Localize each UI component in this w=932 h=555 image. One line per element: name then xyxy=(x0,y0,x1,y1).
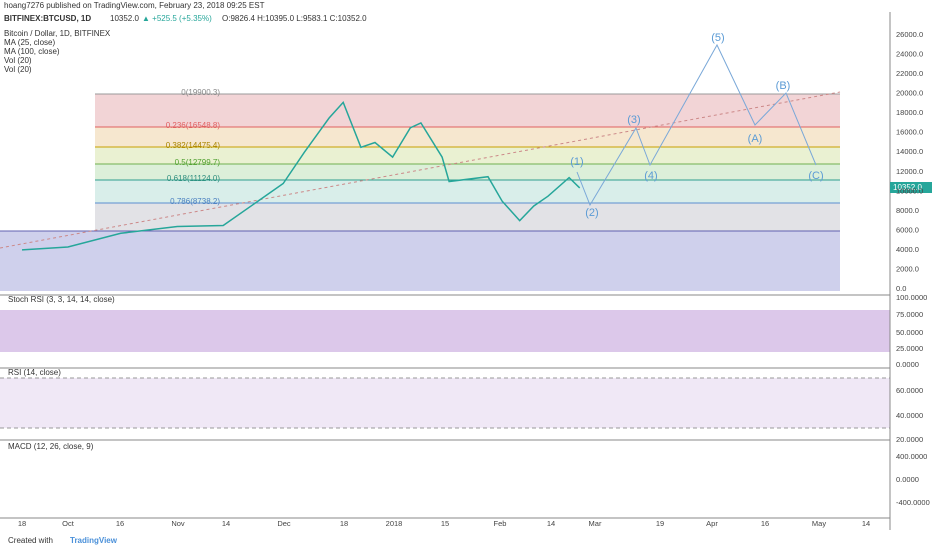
wave-label: (2) xyxy=(585,207,598,219)
price-tick: 18000.0 xyxy=(896,108,923,117)
time-tick: 14 xyxy=(222,519,230,528)
price-tick: 2000.0 xyxy=(896,264,919,273)
wave-path xyxy=(576,43,817,207)
time-tick: Oct xyxy=(62,519,75,528)
wave-label: (B) xyxy=(776,80,791,92)
price-tick: 24000.0 xyxy=(896,50,923,59)
wave-label: (C) xyxy=(808,170,823,182)
wave-label: (4) xyxy=(644,170,657,182)
price-tick: 6000.0 xyxy=(896,225,919,234)
publisher: hoang7276 published on TradingView.com, … xyxy=(4,1,265,10)
wave-label: (1) xyxy=(570,156,583,168)
last: 10352.0 xyxy=(110,14,139,23)
price-tick: 8000.0 xyxy=(896,206,919,215)
price-line xyxy=(21,101,581,251)
panel-tick: 60.0000 xyxy=(896,386,923,395)
legend-item: MA (100, close) xyxy=(4,47,60,56)
panel-tick: 0.0000 xyxy=(896,360,919,369)
wave-label: (5) xyxy=(711,32,724,44)
panel-tick: 100.0000 xyxy=(896,293,927,302)
time-tick: Nov xyxy=(171,519,185,528)
legend-item: Vol (20) xyxy=(4,65,32,74)
time-tick: 14 xyxy=(862,519,870,528)
trend-line xyxy=(0,91,841,249)
price-tick: 16000.0 xyxy=(896,128,923,137)
time-tick: 19 xyxy=(656,519,664,528)
time-tick: Feb xyxy=(494,519,507,528)
wave-label: (A) xyxy=(748,133,763,145)
time-tick: Apr xyxy=(706,519,718,528)
time-tick: Mar xyxy=(589,519,602,528)
panel-tick: 40.0000 xyxy=(896,411,923,420)
fib-label: 0(19900.3) xyxy=(181,88,220,97)
fib-zone xyxy=(95,164,840,180)
panel-tick: 400.0000 xyxy=(896,452,927,461)
fib-zone xyxy=(95,127,840,147)
stoch-band xyxy=(0,310,890,352)
time-tick: 16 xyxy=(761,519,769,528)
time-tick: 15 xyxy=(441,519,449,528)
fib-label: 0.382(14475.4) xyxy=(166,141,221,150)
footer-created: Created with xyxy=(8,536,53,545)
symbol: BITFINEX:BTCUSD, 1D xyxy=(4,14,91,23)
price-tick: 4000.0 xyxy=(896,245,919,254)
fib-zone xyxy=(95,203,840,231)
price-label: 10352.0 xyxy=(893,183,922,192)
time-tick: 18 xyxy=(340,519,348,528)
panel-tick: 25.0000 xyxy=(896,344,923,353)
panel-title: RSI (14, close) xyxy=(8,368,61,377)
fib-label: 0.5(12799.7) xyxy=(175,158,221,167)
panel-title: MACD (12, 26, close, 9) xyxy=(8,442,94,451)
time-tick: 14 xyxy=(547,519,555,528)
legend-item: MA (25, close) xyxy=(4,38,55,47)
rsi-band xyxy=(0,378,890,428)
time-tick: May xyxy=(812,519,826,528)
legend-item: Vol (20) xyxy=(4,56,32,65)
fib-zone xyxy=(95,94,840,127)
footer-brand: TradingView xyxy=(70,536,118,545)
time-tick: 18 xyxy=(18,519,26,528)
panel-tick: 0.0000 xyxy=(896,475,919,484)
panel-tick: -400.0000 xyxy=(896,498,930,507)
price-tick: 12000.0 xyxy=(896,167,923,176)
price-tick: 26000.0 xyxy=(896,30,923,39)
time-tick: 16 xyxy=(116,519,124,528)
price-tag xyxy=(890,182,932,193)
change: ▲ +525.5 (+5.35%) xyxy=(142,14,212,23)
price-tick: 20000.0 xyxy=(896,89,923,98)
ohlc: O:9826.4 H:10395.0 L:9583.1 C:10352.0 xyxy=(222,14,367,23)
panel-tick: 50.0000 xyxy=(896,328,923,337)
panel-tick: 20.0000 xyxy=(896,435,923,444)
panel-title: Stoch RSI (3, 3, 14, 14, close) xyxy=(8,295,115,304)
fib-label: 0.786(8738.2) xyxy=(170,197,220,206)
wave-label: (3) xyxy=(627,114,640,126)
time-tick: 2018 xyxy=(386,519,403,528)
time-tick: Dec xyxy=(277,519,291,528)
fib-zone xyxy=(95,147,840,164)
panel-tick: 75.0000 xyxy=(896,310,923,319)
price-tick: 10000.0 xyxy=(896,186,923,195)
price-tick: 14000.0 xyxy=(896,147,923,156)
fib-lines xyxy=(0,93,840,232)
price-tick: 0.0 xyxy=(896,284,906,293)
fib-label: 0.236(16548.8) xyxy=(166,121,221,130)
legend-item: Bitcoin / Dollar, 1D, BITFINEX xyxy=(4,29,111,38)
fib-label: 0.618(11124.0) xyxy=(167,174,220,183)
price-tick: 22000.0 xyxy=(896,69,923,78)
volume-zone xyxy=(0,231,840,291)
